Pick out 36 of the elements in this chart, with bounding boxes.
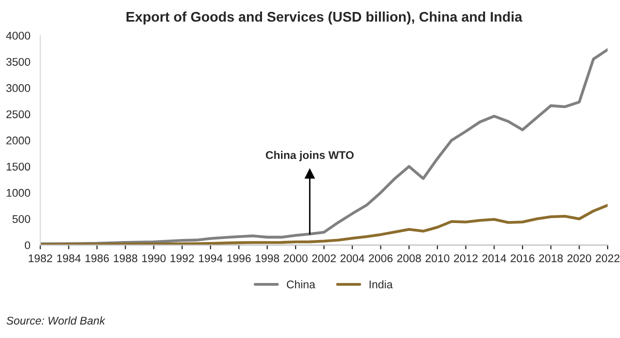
x-tick-label: 2008	[397, 254, 421, 262]
y-tick-label: 4000	[6, 32, 30, 40]
x-tick-label: 2020	[567, 254, 592, 262]
x-tick-label: 2016	[510, 254, 534, 262]
x-tick-label: 1992	[170, 254, 194, 262]
x-tick-label: 2018	[539, 254, 563, 262]
x-tick-label: 2022	[596, 254, 620, 262]
x-tick-label: 2004	[340, 254, 364, 262]
legend-label: India	[370, 280, 393, 288]
x-tick-label: 2010	[426, 254, 450, 262]
y-tick-label: 0	[24, 241, 30, 250]
y-tick-label: 500	[12, 215, 30, 223]
x-tick-label: 1996	[227, 254, 251, 262]
x-tick-label: 2006	[368, 254, 393, 262]
x-tick-label: 1986	[86, 254, 109, 262]
x-tick-label: 1990	[142, 254, 166, 262]
legend-label: China	[286, 280, 316, 288]
x-tick-label: 1998	[256, 254, 280, 262]
y-tick-label: 2500	[6, 110, 30, 118]
y-tick-label: 3500	[6, 58, 30, 66]
x-tick-label: 1994	[198, 254, 223, 262]
ref-line-label: China joins WTO	[266, 150, 354, 162]
x-tick-label: 2000	[284, 254, 308, 262]
source-note: Source: World Bank	[6, 316, 106, 325]
y-tick-label: 2000	[6, 136, 30, 144]
y-tick-label: 3000	[6, 84, 30, 92]
chart-title: Export of Goods and Services (USD billion), China and India	[126, 12, 522, 24]
x-tick-label: 1984	[57, 254, 81, 262]
x-tick-label: 2002	[312, 254, 336, 262]
line-series	[40, 204, 608, 246]
x-tick-label: 2014	[482, 254, 506, 262]
x-tick-label: 2012	[454, 254, 478, 262]
x-tick-label: 1982	[28, 254, 52, 262]
x-tick-label: 1988	[114, 254, 138, 262]
y-tick-label: 1000	[6, 188, 30, 197]
y-tick-label: 1500	[6, 162, 30, 171]
